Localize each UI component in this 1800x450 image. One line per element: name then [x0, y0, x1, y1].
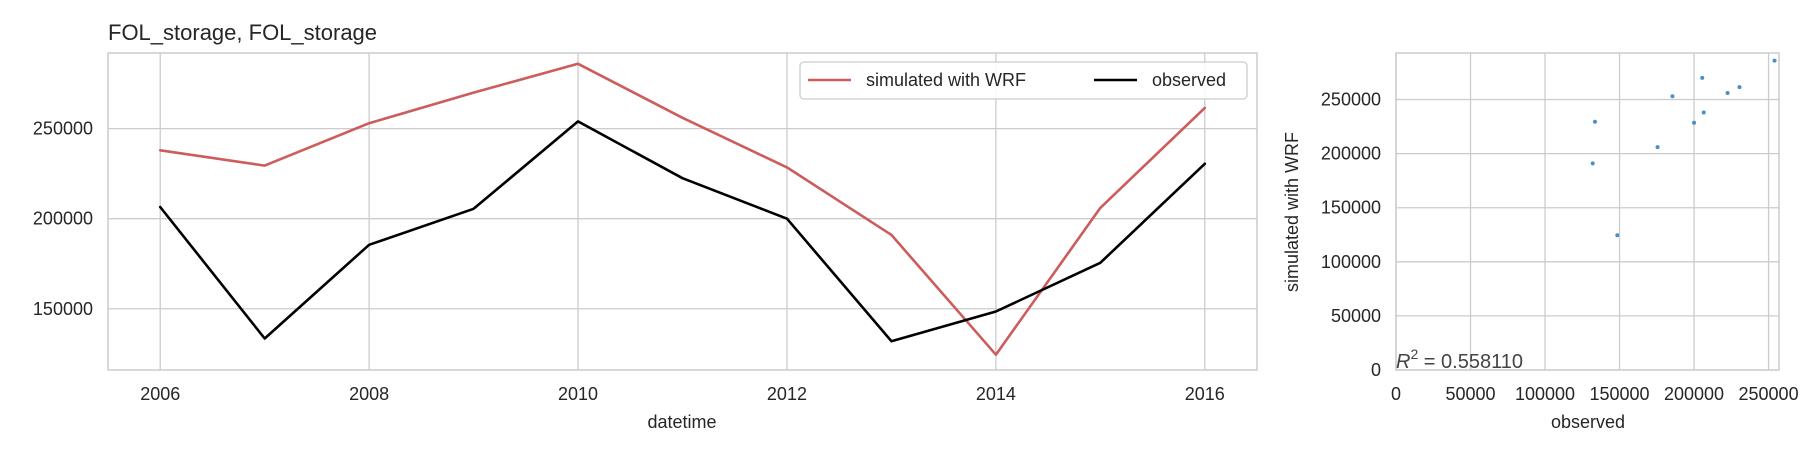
- scatter-x-tick-label: 250000: [1739, 384, 1799, 404]
- scatter-y-tick-label: 0: [1371, 360, 1381, 380]
- timeseries-x-tick-label: 2006: [140, 384, 180, 404]
- scatter-x-tick-label: 150000: [1590, 384, 1650, 404]
- scatter-y-tick-label: 150000: [1321, 198, 1381, 218]
- scatter-y-axis-label: simulated with WRF: [1282, 132, 1302, 292]
- scatter-point: [1592, 119, 1597, 124]
- scatter-point: [1615, 233, 1620, 238]
- timeseries-panel: 2006 2008 2010 2012 2014 2016 150000 200000 250…: [33, 20, 1258, 432]
- scatter-frame: [1395, 52, 1780, 371]
- scatter-x-tick-label: 0: [1391, 384, 1401, 404]
- scatter-y-tick-label: 100000: [1321, 252, 1381, 272]
- timeseries-x-ticks: 2006 2008 2010 2012 2014 2016: [140, 384, 1225, 404]
- scatter-x-tick-label: 50000: [1445, 384, 1495, 404]
- timeseries-y-tick-label: 200000: [33, 209, 93, 229]
- scatter-y-tick-label: 50000: [1331, 306, 1381, 326]
- timeseries-y-tick-label: 250000: [33, 119, 93, 139]
- scatter-point: [1700, 75, 1705, 80]
- timeseries-x-tick-label: 2008: [349, 384, 389, 404]
- scatter-x-tick-label: 100000: [1515, 384, 1575, 404]
- series-line-simulated: [158, 62, 1207, 357]
- scatter-point: [1590, 161, 1595, 166]
- scatter-x-tick-label: 200000: [1664, 384, 1724, 404]
- scatter-x-ticks: 0 50000 100000 150000 200000 250000: [1391, 384, 1799, 404]
- timeseries-title: FOL_storage, FOL_storage: [108, 20, 377, 45]
- scatter-grid: [1395, 53, 1779, 371]
- scatter-points: [1590, 58, 1777, 238]
- scatter-point: [1725, 91, 1730, 96]
- scatter-point: [1692, 120, 1697, 125]
- timeseries-y-tick-label: 150000: [33, 299, 93, 319]
- scatter-point: [1701, 110, 1706, 115]
- timeseries-grid: [108, 53, 1257, 370]
- scatter-y-tick-label: 200000: [1321, 144, 1381, 164]
- legend-label-simulated: simulated with WRF: [866, 70, 1026, 90]
- timeseries-x-tick-label: 2012: [767, 384, 807, 404]
- timeseries-x-axis-label: datetime: [647, 412, 716, 432]
- legend-label-observed: observed: [1152, 70, 1226, 90]
- series-line-observed: [158, 120, 1207, 343]
- r-squared-annotation: R2 = 0.558110: [1396, 346, 1523, 373]
- timeseries-x-tick-label: 2016: [1185, 384, 1225, 404]
- timeseries-lines: [158, 62, 1207, 357]
- timeseries-x-tick-label: 2014: [976, 384, 1016, 404]
- scatter-y-ticks: 0 50000 100000 150000 200000 250000: [1321, 90, 1381, 380]
- scatter-panel: 0 50000 100000 150000 200000 250000 0 50000 100…: [1282, 52, 1799, 432]
- scatter-x-axis-label: observed: [1551, 412, 1625, 432]
- scatter-point: [1737, 85, 1742, 90]
- timeseries-x-tick-label: 2010: [558, 384, 598, 404]
- scatter-point: [1670, 94, 1675, 99]
- scatter-point: [1655, 145, 1660, 150]
- legend: simulated with WRF observed: [799, 61, 1248, 100]
- legend-box: [799, 61, 1248, 100]
- scatter-point: [1772, 58, 1777, 63]
- scatter-y-tick-label: 250000: [1321, 90, 1381, 110]
- timeseries-frame: [107, 52, 1258, 371]
- timeseries-y-ticks: 150000 200000 250000: [33, 119, 93, 319]
